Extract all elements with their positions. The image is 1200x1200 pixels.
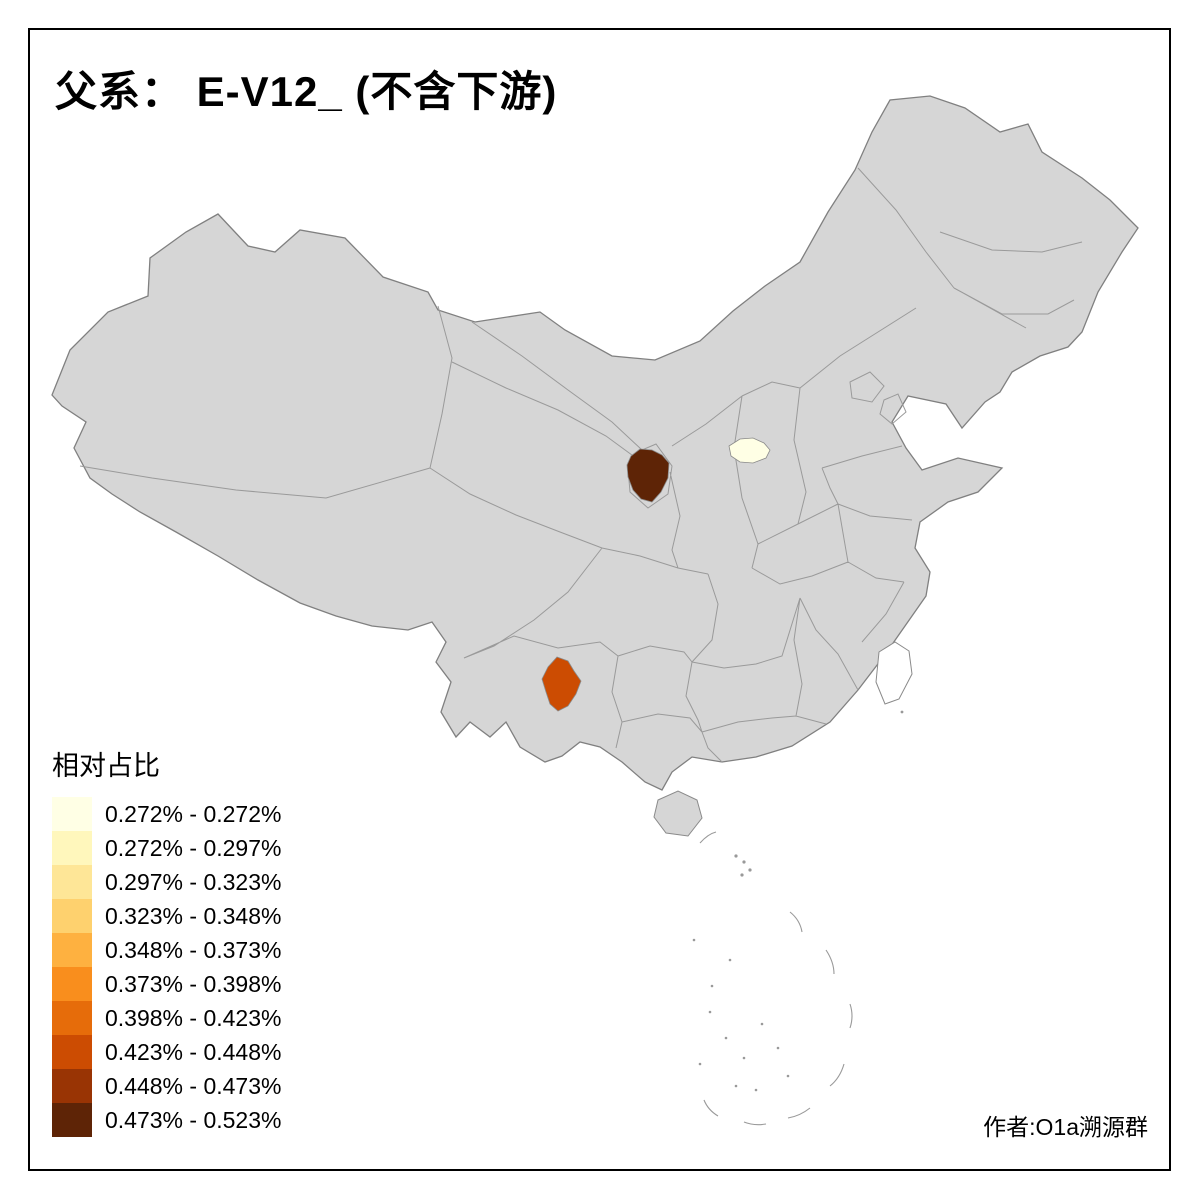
legend-label: 0.473% - 0.523% — [105, 1106, 282, 1133]
legend-swatch — [52, 1103, 92, 1137]
legend-item: 0.272% - 0.297% — [52, 831, 281, 865]
legend-item: 0.323% - 0.348% — [52, 899, 281, 933]
legend-item: 0.348% - 0.373% — [52, 933, 281, 967]
legend-label: 0.398% - 0.423% — [105, 1004, 282, 1031]
legend-item: 0.373% - 0.398% — [52, 967, 281, 1001]
legend-label: 0.323% - 0.348% — [105, 902, 282, 929]
legend-swatch — [52, 865, 92, 899]
legend-label: 0.373% - 0.398% — [105, 970, 282, 997]
legend-swatch — [52, 1001, 92, 1035]
legend-item: 0.297% - 0.323% — [52, 865, 281, 899]
taiwan-island — [875, 641, 913, 705]
hainan-island — [653, 790, 703, 837]
legend-item: 0.473% - 0.523% — [52, 1103, 281, 1137]
legend-item: 0.272% - 0.272% — [52, 797, 281, 831]
south-china-sea-islands — [692, 710, 904, 1126]
legend-item: 0.448% - 0.473% — [52, 1069, 281, 1103]
legend-label: 0.348% - 0.373% — [105, 936, 282, 963]
region-highlight-orange — [541, 656, 582, 712]
legend-label: 0.272% - 0.297% — [105, 834, 282, 861]
region-highlight-darkbrown — [626, 448, 670, 503]
legend-item: 0.398% - 0.423% — [52, 1001, 281, 1035]
map-title: 父系： E-V12_ (不含下游) — [55, 68, 558, 115]
legend-swatch — [52, 831, 92, 865]
legend: 相对占比 0.272% - 0.272% 0.272% - 0.297% 0.2… — [52, 744, 281, 1137]
legend-label: 0.423% - 0.448% — [105, 1038, 282, 1065]
legend-label: 0.448% - 0.473% — [105, 1072, 282, 1099]
legend-swatch — [52, 1069, 92, 1103]
legend-label: 0.297% - 0.323% — [105, 868, 282, 895]
legend-label: 0.272% - 0.272% — [105, 800, 282, 827]
legend-title: 相对占比 — [52, 751, 160, 781]
legend-swatch — [52, 933, 92, 967]
legend-swatch — [52, 797, 92, 831]
china-outline — [51, 95, 1139, 791]
province-borders — [79, 167, 1083, 763]
legend-swatch — [52, 1035, 92, 1069]
legend-item: 0.423% - 0.448% — [52, 1035, 281, 1069]
author-credit: 作者:O1a溯源群 — [983, 1114, 1148, 1140]
region-highlight-cream — [728, 437, 771, 464]
legend-swatch — [52, 967, 92, 1001]
legend-swatch — [52, 899, 92, 933]
